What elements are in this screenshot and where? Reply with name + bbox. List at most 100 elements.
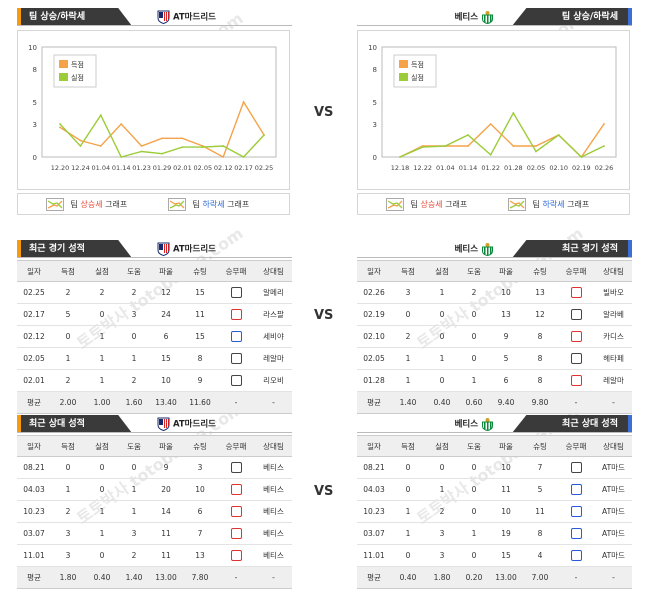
atletico-logo-icon [157,417,170,431]
column-header: 실점 [425,260,459,282]
table-cell: 0 [85,478,119,501]
column-header: 도움 [119,260,149,282]
y-tick-label: 3 [33,121,37,129]
data-point [557,134,560,136]
result-win-icon [230,550,242,561]
table-cell: 03.07 [17,522,51,545]
average-cell: 9.80 [523,391,557,414]
table-cell: 2 [85,281,119,304]
x-tick-label: 01.14 [459,164,478,172]
average-cell: 0.40 [85,566,119,589]
table-cell: 0 [119,325,149,348]
data-point [120,156,123,158]
data-point [444,145,447,147]
table-cell: 12 [523,303,557,326]
data-point [603,145,605,147]
table-cell: 라스팔 [255,303,292,326]
y-tick-label: 5 [373,99,377,107]
legend-box [393,54,437,88]
table-cell: 레알마 [595,369,632,392]
table-cell: 6 [149,325,183,348]
table-cell: 베티스 [255,522,292,545]
data-point [421,146,424,148]
team-name-right: 베티스 [455,10,494,25]
y-tick-label: 0 [373,154,377,162]
table-cell: 2 [391,325,425,348]
line-chart: 0 3 5 8 10 12.18 12.22 01.04 01.14 01.22 01.28 02.0… [368,44,617,172]
table-cell: 알메리 [255,281,292,304]
trend-footer-right: 팀 상승세 그래프 팀 하락세 그래프 [357,193,630,215]
average-cell: - [595,391,632,414]
result-cell [217,281,255,304]
result-win-icon [230,506,242,517]
table-row: 02.05 1 1 0 5 8 헤타페 [357,347,632,370]
atletico-logo-icon [157,10,170,24]
column-header: 일자 [357,260,391,282]
table-cell: AT마드 [595,500,632,523]
average-cell: 0.60 [459,391,489,414]
table-cell: 13 [183,544,217,567]
table-cell: 10 [489,500,523,523]
table-cell: 02.01 [17,369,51,392]
table-cell: 2 [119,544,149,567]
recent-title: 최근 경기 성적 [512,240,632,258]
data-point [99,114,102,117]
legend-label: 실점 [71,73,84,82]
table-row: 01.28 1 0 1 6 8 레알마 [357,369,632,392]
result-cell [557,500,595,523]
uptrend-graph-icon [46,198,64,211]
average-cell: 1.40 [391,391,425,414]
data-point [580,156,583,158]
y-tick-label: 3 [373,121,377,129]
x-tick-label: 01.23 [132,164,151,172]
result-cell [557,456,595,479]
uptrend-legend: 팀 상승세 그래프 [46,198,127,211]
table-cell: 2 [51,500,85,523]
legend-label: 득점 [411,61,424,69]
x-tick-label: 01.04 [436,164,455,172]
table-cell: 11 [149,544,183,567]
legend-swatch [59,60,68,68]
column-header: 승무패 [557,435,595,457]
atletico-logo-icon [157,242,170,256]
average-cell: - [557,566,595,589]
average-cell: 평균 [17,566,51,589]
column-header: 득점 [391,260,425,282]
result-cell [557,369,595,392]
result-cell [557,347,595,370]
betis-logo-icon [482,243,493,256]
table-cell: 2 [51,281,85,304]
table-cell: 1 [391,500,425,523]
x-tick-label: 01.14 [112,164,131,172]
table-cell: 1 [391,369,425,392]
table-cell: 0 [425,325,459,348]
table-cell: AT마드 [595,478,632,501]
table-cell: 1 [391,347,425,370]
column-header: 실점 [425,435,459,457]
legend-swatch [399,60,408,68]
table-cell: 20 [149,478,183,501]
data-point [535,150,537,153]
team-name-left: AT마드리드 [157,417,216,432]
table-row: 10.23 2 1 1 14 6 베티스 [17,500,292,523]
table-cell: 13 [523,281,557,304]
table-cell: 3 [183,456,217,479]
recent-header-left: 최근 경기 성적 AT마드리드 [17,240,292,258]
column-header: 일자 [17,260,51,282]
table-row: 10.23 1 2 0 10 11 AT마드 [357,500,632,523]
vs-label: VS [314,105,334,120]
legend-box [53,54,97,88]
result-draw-icon [570,462,582,473]
downtrend-graph-icon [168,198,186,211]
average-cell: 1.80 [425,566,459,589]
table-cell: 8 [523,369,557,392]
result-loss-icon [570,550,582,561]
table-cell: AT마드 [595,456,632,479]
vs-label: VS [314,484,334,499]
data-point [535,145,537,147]
result-cell [217,500,255,523]
table-header-row: 일자 득점 실점 도움 파울 슈팅 승무패 상대팀 [17,260,292,282]
table-cell: 24 [149,303,183,326]
result-cell [217,478,255,501]
